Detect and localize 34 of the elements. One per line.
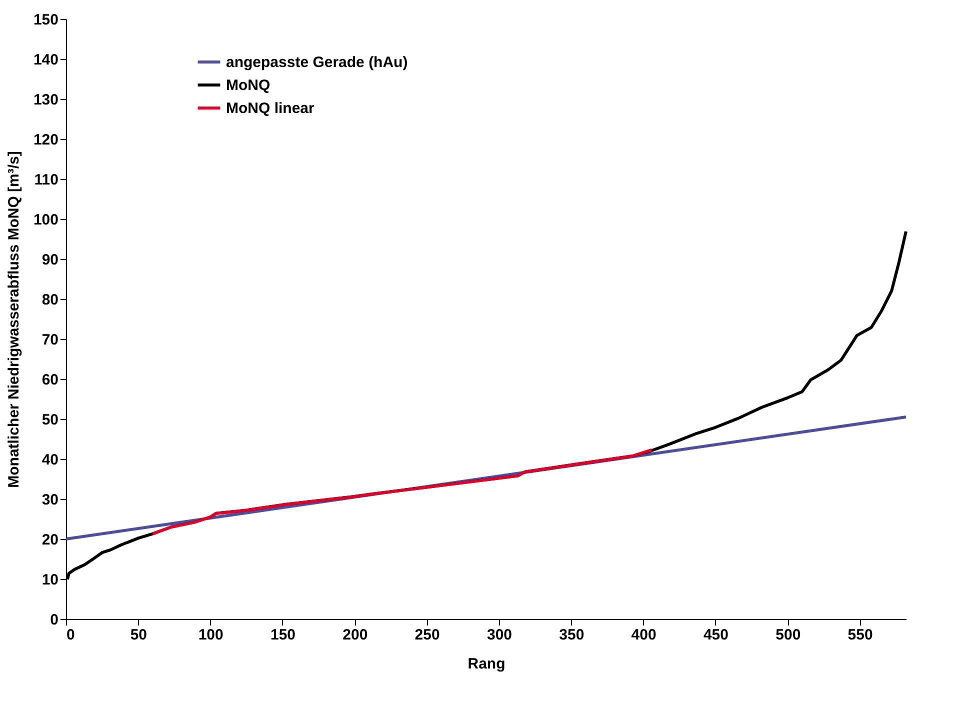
x-tick-label: 100 — [198, 626, 224, 644]
x-tick-label: 250 — [414, 626, 440, 644]
y-tick-label: 90 — [42, 252, 58, 268]
x-tick-label: 200 — [342, 626, 368, 644]
y-tick-label: 100 — [33, 212, 58, 228]
y-tick-label: 150 — [33, 12, 58, 28]
y-tick-label: 120 — [33, 132, 58, 148]
x-axis-title: Rang — [468, 656, 506, 672]
y-axis-title: Monatlicher Niedrigwasserabfluss MoNQ [m³/s] — [5, 151, 22, 488]
y-tick-label: 50 — [42, 412, 58, 428]
x-tick-label: 50 — [130, 626, 148, 644]
y-tick-label: 30 — [42, 492, 58, 508]
y-tick-label: 40 — [42, 452, 58, 468]
line-series — [151, 448, 654, 536]
legend-label: angepasste Gerade (hAu) — [226, 54, 408, 71]
x-tick-label: 550 — [848, 626, 873, 644]
legend-label: MoNQ — [226, 77, 270, 94]
y-tick-label: 130 — [33, 92, 58, 108]
legend-label: MoNQ linear — [226, 100, 315, 117]
x-tick-label: 500 — [776, 626, 801, 644]
x-tick-label: 400 — [631, 626, 656, 644]
x-tick-label: 300 — [486, 626, 512, 644]
y-tick-label: 70 — [42, 332, 58, 348]
y-tick-label: 0 — [50, 612, 58, 628]
y-tick-label: 140 — [33, 52, 58, 68]
y-tick-label: 20 — [42, 532, 58, 548]
y-tick-label: 60 — [42, 372, 58, 388]
x-tick-label: 450 — [703, 626, 728, 644]
y-tick-label: 80 — [42, 292, 58, 308]
x-tick-label: 0 — [66, 626, 75, 644]
x-tick-label: 150 — [270, 626, 296, 644]
x-tick-label: 350 — [559, 626, 584, 644]
y-tick-label: 10 — [42, 572, 58, 588]
y-tick-label: 110 — [34, 172, 58, 188]
